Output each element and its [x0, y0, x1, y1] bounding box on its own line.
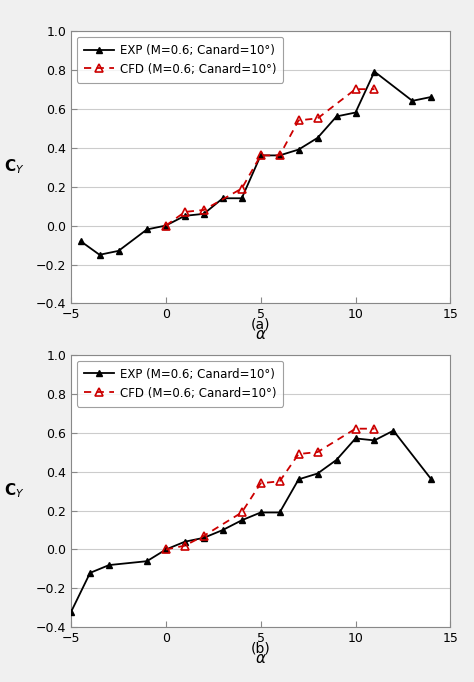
Text: (a): (a)	[251, 317, 271, 331]
Y-axis label: C$_Y$: C$_Y$	[4, 158, 25, 177]
EXP (M=0.6; Canard=10°)	[277, 508, 283, 516]
CFD (M=0.6; Canard=10°)	[239, 508, 245, 516]
Line: CFD (M=0.6; Canard=10°): CFD (M=0.6; Canard=10°)	[162, 85, 379, 230]
EXP (M=0.6; Canard=10°)	[296, 145, 301, 153]
EXP (M=0.6; Canard=10°)	[201, 210, 207, 218]
EXP (M=0.6; Canard=10°)	[220, 194, 226, 203]
EXP (M=0.6; Canard=10°)	[106, 561, 112, 569]
CFD (M=0.6; Canard=10°)	[372, 85, 377, 93]
EXP (M=0.6; Canard=10°)	[372, 436, 377, 445]
Text: (b): (b)	[251, 641, 271, 655]
CFD (M=0.6; Canard=10°)	[258, 479, 264, 488]
CFD (M=0.6; Canard=10°)	[296, 450, 301, 458]
EXP (M=0.6; Canard=10°)	[144, 225, 150, 233]
EXP (M=0.6; Canard=10°)	[353, 434, 358, 443]
EXP (M=0.6; Canard=10°)	[372, 68, 377, 76]
EXP (M=0.6; Canard=10°)	[353, 108, 358, 117]
EXP (M=0.6; Canard=10°)	[315, 134, 320, 142]
EXP (M=0.6; Canard=10°)	[239, 516, 245, 524]
EXP (M=0.6; Canard=10°)	[410, 97, 415, 105]
CFD (M=0.6; Canard=10°)	[182, 542, 188, 550]
EXP (M=0.6; Canard=10°)	[182, 537, 188, 546]
CFD (M=0.6; Canard=10°)	[201, 532, 207, 540]
EXP (M=0.6; Canard=10°)	[258, 508, 264, 516]
EXP (M=0.6; Canard=10°)	[315, 469, 320, 477]
EXP (M=0.6; Canard=10°)	[334, 113, 339, 121]
EXP (M=0.6; Canard=10°)	[97, 251, 102, 259]
EXP (M=0.6; Canard=10°)	[163, 546, 169, 554]
CFD (M=0.6; Canard=10°)	[163, 222, 169, 230]
X-axis label: α: α	[255, 651, 266, 666]
EXP (M=0.6; Canard=10°)	[144, 557, 150, 565]
Y-axis label: C$_Y$: C$_Y$	[4, 481, 25, 501]
CFD (M=0.6; Canard=10°)	[277, 477, 283, 486]
CFD (M=0.6; Canard=10°)	[182, 208, 188, 216]
CFD (M=0.6; Canard=10°)	[353, 85, 358, 93]
EXP (M=0.6; Canard=10°)	[68, 608, 74, 616]
EXP (M=0.6; Canard=10°)	[258, 151, 264, 160]
EXP (M=0.6; Canard=10°)	[277, 151, 283, 160]
CFD (M=0.6; Canard=10°)	[315, 448, 320, 456]
CFD (M=0.6; Canard=10°)	[353, 425, 358, 433]
CFD (M=0.6; Canard=10°)	[239, 184, 245, 192]
X-axis label: α: α	[255, 327, 266, 342]
Line: EXP (M=0.6; Canard=10°): EXP (M=0.6; Canard=10°)	[77, 68, 435, 258]
EXP (M=0.6; Canard=10°)	[239, 194, 245, 203]
EXP (M=0.6; Canard=10°)	[201, 534, 207, 542]
CFD (M=0.6; Canard=10°)	[296, 116, 301, 124]
EXP (M=0.6; Canard=10°)	[220, 526, 226, 534]
CFD (M=0.6; Canard=10°)	[163, 546, 169, 554]
EXP (M=0.6; Canard=10°)	[391, 426, 396, 434]
EXP (M=0.6; Canard=10°)	[116, 247, 121, 255]
Legend: EXP (M=0.6; Canard=10°), CFD (M=0.6; Canard=10°): EXP (M=0.6; Canard=10°), CFD (M=0.6; Can…	[77, 37, 283, 83]
EXP (M=0.6; Canard=10°)	[428, 93, 434, 101]
EXP (M=0.6; Canard=10°)	[334, 456, 339, 464]
EXP (M=0.6; Canard=10°)	[182, 211, 188, 220]
CFD (M=0.6; Canard=10°)	[258, 151, 264, 160]
CFD (M=0.6; Canard=10°)	[315, 115, 320, 123]
Legend: EXP (M=0.6; Canard=10°), CFD (M=0.6; Canard=10°): EXP (M=0.6; Canard=10°), CFD (M=0.6; Can…	[77, 361, 283, 406]
Line: EXP (M=0.6; Canard=10°): EXP (M=0.6; Canard=10°)	[68, 427, 435, 615]
CFD (M=0.6; Canard=10°)	[372, 425, 377, 433]
EXP (M=0.6; Canard=10°)	[428, 475, 434, 484]
EXP (M=0.6; Canard=10°)	[87, 569, 93, 577]
CFD (M=0.6; Canard=10°)	[201, 206, 207, 214]
EXP (M=0.6; Canard=10°)	[78, 237, 83, 246]
CFD (M=0.6; Canard=10°)	[277, 151, 283, 160]
EXP (M=0.6; Canard=10°)	[296, 475, 301, 484]
EXP (M=0.6; Canard=10°)	[163, 222, 169, 230]
Line: CFD (M=0.6; Canard=10°): CFD (M=0.6; Canard=10°)	[162, 424, 379, 554]
